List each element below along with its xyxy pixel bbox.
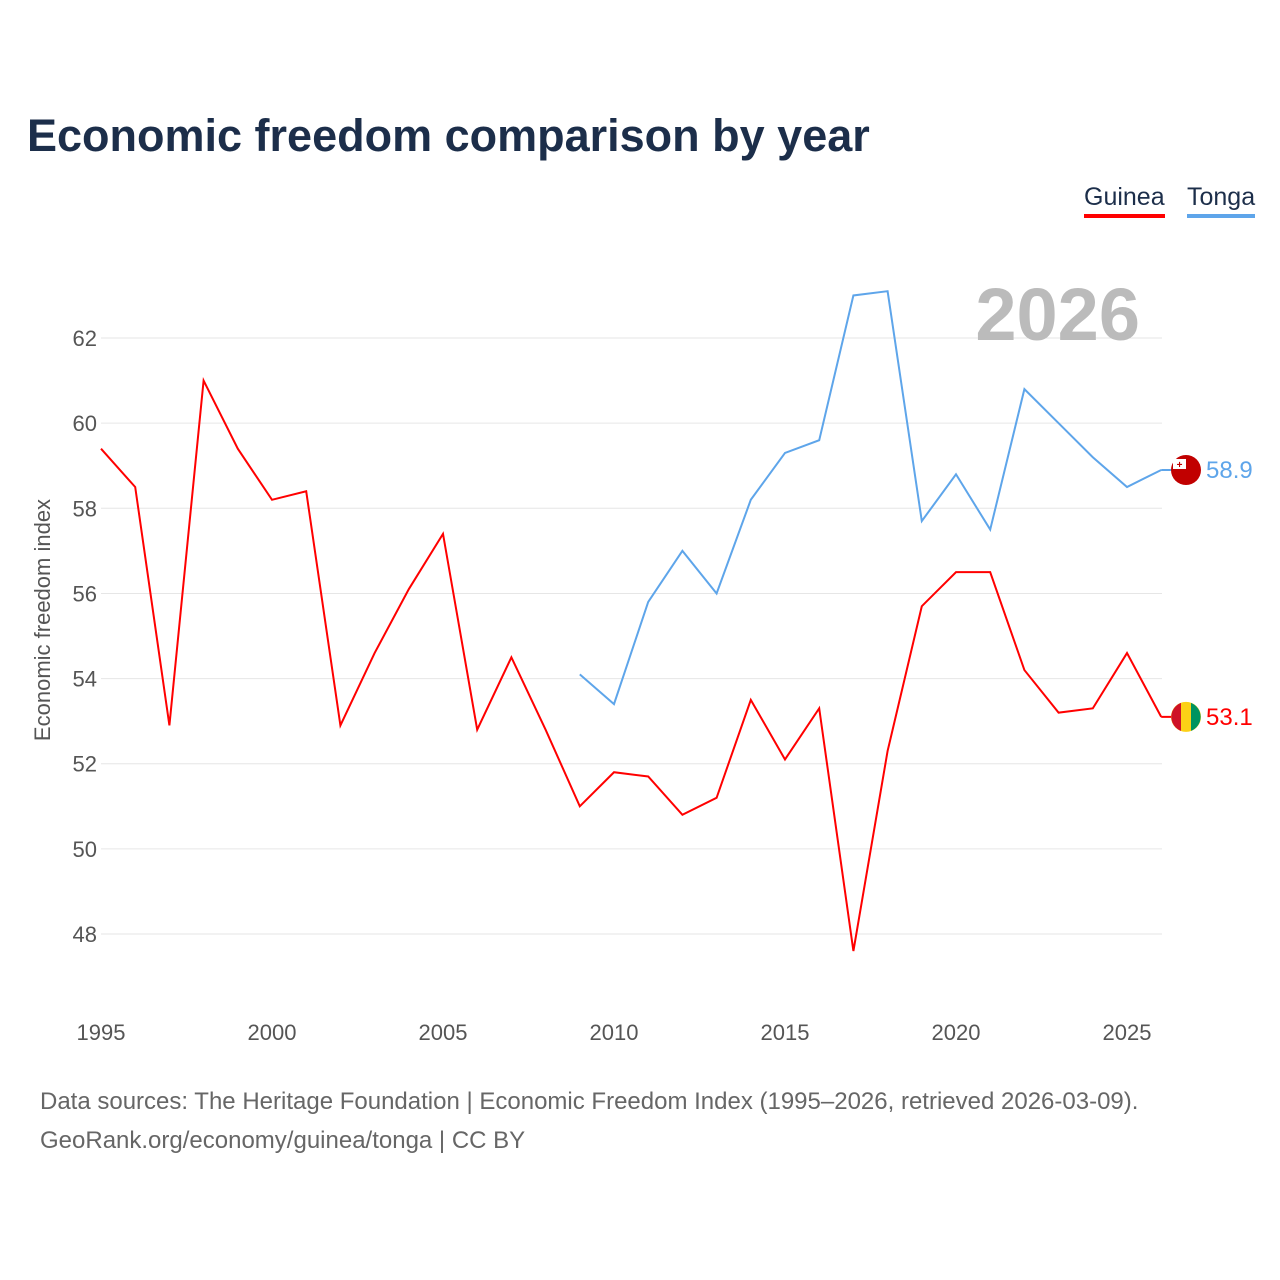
year-watermark: 2026: [975, 273, 1140, 356]
chart-title: Economic freedom comparison by year: [27, 110, 870, 161]
y-tick-label: 48: [73, 922, 97, 947]
end-value-label: 53.1: [1206, 704, 1253, 731]
x-tick-label: 2025: [1103, 1020, 1152, 1045]
x-tick-label: 2000: [248, 1020, 297, 1045]
y-tick-label: 60: [73, 411, 97, 436]
y-tick-label: 50: [73, 837, 97, 862]
series-line-tonga: [579, 290, 1162, 706]
y-axis-label: Economic freedom index: [30, 499, 55, 741]
x-tick-label: 2010: [590, 1020, 639, 1045]
y-tick-label: 62: [73, 326, 97, 351]
y-tick-label: 52: [73, 752, 97, 777]
series-line-guinea: [100, 377, 1163, 952]
end-value-label: 58.9: [1206, 457, 1253, 484]
y-tick-label: 54: [73, 667, 97, 692]
x-tick-label: 2020: [932, 1020, 981, 1045]
x-tick-label: 2015: [761, 1020, 810, 1045]
legend-tonga[interactable]: Tonga: [1187, 183, 1256, 218]
y-tick-label: 56: [73, 581, 97, 606]
x-tick-label: 2005: [419, 1020, 468, 1045]
svg-text:+: +: [1177, 460, 1183, 471]
y-tick-label: 58: [73, 496, 97, 521]
footer-sources: Data sources: The Heritage Foundation | …: [40, 1088, 1139, 1115]
legend-guinea[interactable]: Guinea: [1084, 183, 1165, 218]
footer-link[interactable]: GeoRank.org/economy/guinea/tonga | CC BY: [40, 1127, 526, 1154]
x-tick-label: 1995: [77, 1020, 126, 1045]
